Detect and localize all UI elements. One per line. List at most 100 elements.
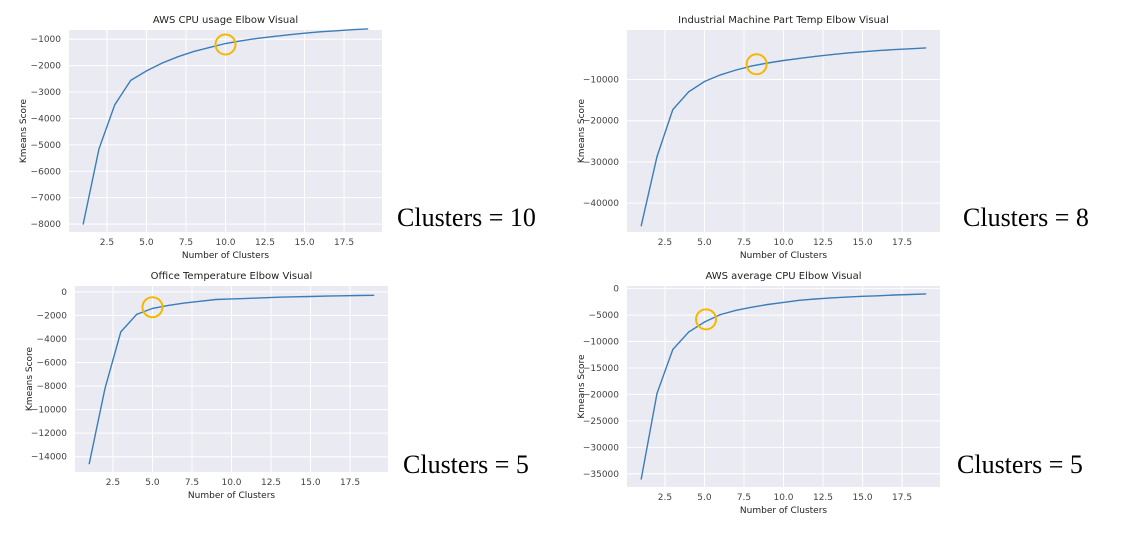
x-tick-label: 10.0: [221, 478, 241, 488]
data-point: [672, 348, 674, 351]
data-point: [167, 304, 169, 307]
data-point: [846, 296, 848, 298]
data-point: [656, 392, 658, 394]
data-point: [814, 298, 816, 300]
data-point: [120, 331, 122, 333]
data-point: [656, 155, 658, 158]
data-point: [798, 299, 800, 301]
x-tick-label: 17.5: [892, 493, 912, 503]
data-point: [151, 307, 154, 309]
y-tick-label: −40000: [583, 199, 619, 209]
data-point: [256, 37, 258, 40]
data-point: [703, 80, 706, 83]
x-tick-label: 15.0: [853, 238, 873, 248]
y-tick-label: −6000: [31, 167, 62, 177]
data-point: [145, 70, 148, 72]
data-point: [104, 387, 106, 390]
x-tick-label: 10.0: [215, 238, 235, 248]
data-point: [246, 297, 248, 299]
data-point: [98, 148, 100, 150]
data-point: [751, 306, 753, 308]
data-point: [130, 79, 132, 82]
data-point: [161, 62, 163, 64]
data-point: [278, 296, 280, 298]
x-tick-label: 7.5: [185, 478, 199, 488]
data-point: [719, 74, 721, 76]
y-tick-label: −4000: [31, 114, 62, 124]
data-point: [351, 29, 353, 31]
x-tick-label: 7.5: [179, 238, 193, 248]
x-tick-label: 15.0: [301, 478, 321, 488]
y-tick-label: −5000: [31, 141, 62, 151]
x-tick-label: 2.5: [658, 238, 672, 248]
y-tick-label: −10000: [31, 406, 67, 416]
y-axis-label: Kmeans Score: [577, 98, 587, 163]
y-tick-label: −14000: [31, 453, 67, 463]
data-point: [735, 309, 737, 311]
chart-panel-aws-cpu: 2.5 5.0 7.5 10.0 12.5 15.0 17.5 −1000 −2000 −3000…: [0, 0, 560, 270]
y-tick-label: −20000: [583, 117, 619, 127]
data-point: [209, 46, 211, 49]
y-tick-label: −12000: [31, 429, 67, 439]
chart-aws-cpu: 2.5 5.0 7.5 10.0 12.5 15.0 17.5 −1000 −2000 −3000…: [19, 15, 382, 261]
data-point: [303, 32, 306, 34]
chart-panel-aws-avg-cpu: 2.5 5.0 7.5 10.0 12.5 15.0 17.5 0 −5000 −10000 −15…: [560, 268, 1140, 541]
x-tick-label: 10.0: [773, 238, 793, 248]
y-tick-label: −15000: [583, 364, 619, 374]
cluster-annotation: Clusters = 8: [963, 203, 1089, 232]
chart-aws-avg-cpu: 2.5 5.0 7.5 10.0 12.5 15.0 17.5 0 −5000 −10000 −15…: [577, 271, 940, 516]
elbow-highlight-circle: [214, 33, 237, 56]
data-point: [735, 69, 737, 71]
data-point: [373, 294, 375, 296]
data-point: [814, 55, 816, 57]
elbow-highlight-circle: [745, 53, 768, 76]
data-point: [877, 50, 879, 52]
data-point: [262, 297, 264, 299]
data-point: [688, 331, 690, 333]
data-point: [288, 34, 290, 36]
cluster-annotation: Clusters = 10: [397, 203, 536, 232]
y-axis-label: Kmeans Score: [19, 98, 29, 163]
data-point: [719, 313, 721, 316]
x-tick-label: 7.5: [737, 238, 751, 248]
data-point: [193, 50, 195, 52]
x-tick-label: 2.5: [106, 478, 120, 488]
x-tick-label: 12.5: [813, 493, 833, 503]
x-tick-label: 5.0: [697, 238, 712, 248]
data-point: [703, 321, 706, 323]
cluster-annotation: Clusters = 5: [957, 450, 1083, 479]
data-point: [861, 51, 864, 53]
x-tick-label: 12.5: [813, 238, 833, 248]
data-point: [240, 40, 242, 42]
x-tick-label: 5.0: [145, 478, 160, 488]
data-point: [877, 295, 879, 297]
data-point: [798, 57, 800, 60]
data-point: [688, 91, 690, 93]
data-point: [751, 65, 753, 67]
y-tick-label: −30000: [583, 443, 619, 453]
x-tick-label: 2.5: [100, 238, 114, 248]
data-point: [909, 293, 911, 296]
y-tick-label: −8000: [31, 220, 62, 230]
x-tick-label: 17.5: [340, 478, 360, 488]
chart-title: Office Temperature Elbow Visual: [151, 271, 313, 282]
y-tick-label: −25000: [583, 417, 619, 427]
data-point: [136, 313, 138, 315]
y-tick-label: −2000: [37, 311, 68, 321]
data-point: [767, 303, 769, 306]
data-point: [640, 225, 642, 227]
data-point: [272, 36, 274, 38]
data-point: [640, 478, 642, 480]
x-axis-label: Number of Clusters: [188, 491, 275, 501]
data-point: [199, 300, 201, 302]
data-point: [341, 295, 343, 297]
x-tick-label: 12.5: [255, 238, 275, 248]
chart-title: Industrial Machine Part Temp Elbow Visua…: [678, 15, 889, 26]
data-point: [672, 108, 674, 111]
data-point: [183, 302, 185, 304]
data-point: [309, 295, 312, 298]
x-tick-label: 17.5: [334, 238, 354, 248]
data-point: [319, 31, 321, 33]
data-point: [88, 463, 90, 465]
x-axis-label: Number of Clusters: [740, 251, 827, 261]
